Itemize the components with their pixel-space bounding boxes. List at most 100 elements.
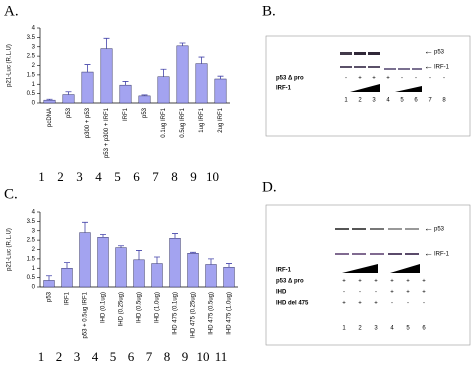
sign: - — [375, 290, 377, 296]
lane-number: 6 — [422, 326, 426, 332]
row-label: IHD — [276, 290, 287, 296]
lane-number: 1 — [38, 169, 45, 184]
sign: + — [374, 279, 378, 285]
error-bar — [190, 251, 196, 254]
y-tick-label: 3.5 — [27, 219, 36, 225]
y-tick-label: 4 — [32, 26, 36, 32]
bar — [223, 267, 235, 288]
bar — [176, 45, 189, 104]
bar — [81, 71, 94, 104]
lane-number: 10 — [206, 169, 219, 184]
error-bar — [208, 258, 214, 265]
error-bar — [100, 234, 106, 238]
sign: + — [372, 76, 376, 82]
bar — [62, 94, 75, 104]
sign: - — [391, 301, 393, 307]
y-tick-label: 2 — [32, 63, 36, 69]
sign: + — [390, 290, 394, 296]
y-axis-label: p21-Luc (R.L.U) — [7, 44, 13, 87]
blot-b-bands — [340, 52, 422, 92]
lane-number: 2 — [56, 349, 63, 364]
sign: + — [406, 290, 410, 296]
lane-number: 7 — [152, 169, 159, 184]
blot-d-frame — [265, 204, 471, 346]
y-tick-label: 3.5 — [27, 35, 36, 41]
row-label: IRF-1 — [276, 268, 292, 274]
bar — [100, 48, 113, 104]
lane-number: 5 — [406, 326, 410, 332]
blot-d-bands — [335, 228, 420, 273]
sign: + — [422, 279, 426, 285]
lane-number: 1 — [344, 98, 348, 104]
bar — [79, 232, 91, 288]
lane-number: 4 — [95, 169, 102, 184]
lane-number: 6 — [133, 169, 140, 184]
lane-number: 6 — [414, 98, 418, 104]
error-bar — [141, 94, 148, 96]
error-bar — [217, 75, 224, 79]
y-tick-label: 0 — [32, 285, 36, 291]
y-axis-label: p21-Luc (R.L.U) — [7, 228, 13, 271]
sign: - — [407, 301, 409, 307]
lane-number: 4 — [390, 326, 394, 332]
error-bar — [84, 64, 91, 73]
panel-label: B. — [262, 3, 276, 19]
error-bar — [103, 37, 110, 49]
error-bar — [65, 91, 72, 95]
error-bar — [46, 275, 52, 281]
lane-number: 4 — [386, 98, 390, 104]
error-bar — [82, 221, 88, 233]
x-tick-label: IHD (0.1ug) — [101, 292, 107, 323]
y-tick-label: 1 — [32, 266, 36, 272]
bar — [169, 238, 181, 288]
x-tick-label: p53 — [66, 107, 72, 118]
sign: + — [358, 279, 362, 285]
sign: - — [345, 76, 347, 82]
sign: + — [342, 301, 346, 307]
lane-number: 3 — [372, 98, 376, 104]
y-tick-label: 2.5 — [27, 54, 36, 60]
marker-arrow: ← — [424, 61, 433, 71]
row-label: p53 Δ pro — [276, 76, 304, 82]
bar — [157, 76, 170, 104]
x-tick-label: IHD (1.0ug) — [155, 292, 161, 323]
bar — [214, 78, 227, 104]
error-bar — [118, 245, 124, 248]
lane-number: 4 — [92, 349, 99, 364]
x-tick-label: p53 + p300 + IRF1 — [104, 107, 110, 158]
y-tick-label: 3 — [32, 44, 36, 50]
sign: + — [386, 76, 390, 82]
y-tick-label: 0.5 — [27, 275, 36, 281]
x-tick-label: IHD (0.5ug) — [137, 292, 143, 323]
lane-number: 9 — [190, 169, 197, 184]
sign: + — [422, 290, 426, 296]
x-tick-label: 0.1ug IRF1 — [161, 107, 167, 137]
error-bar — [46, 98, 53, 101]
band-marker: IRF-1 — [434, 252, 450, 258]
lane-number: 5 — [114, 169, 121, 184]
error-bar — [172, 233, 178, 239]
bar — [138, 95, 151, 104]
lane-number: 5 — [110, 349, 117, 364]
lane-number: 8 — [171, 169, 178, 184]
x-tick-label: p300 + p53 — [85, 107, 91, 138]
lane-number: 9 — [182, 349, 189, 364]
x-tick-label: p53 — [47, 291, 53, 302]
sign: - — [443, 76, 445, 82]
sign: - — [423, 301, 425, 307]
error-bar — [136, 250, 142, 260]
x-tick-label: IRF1 — [65, 291, 71, 305]
x-tick-label: p53 — [142, 107, 148, 118]
x-tick-label: IHD 475 (0.25ug) — [191, 292, 197, 338]
error-bar — [198, 56, 205, 64]
y-tick-label: 3 — [32, 228, 36, 234]
y-tick-label: 0 — [32, 101, 36, 107]
marker-arrow: ← — [424, 223, 433, 233]
lane-number: 8 — [164, 349, 171, 364]
sign: - — [401, 76, 403, 82]
lane-number: 2 — [358, 98, 362, 104]
bar — [43, 280, 55, 288]
x-tick-label: IHD 475 (1.0ug) — [227, 292, 233, 335]
blot-b-frame — [265, 35, 471, 137]
